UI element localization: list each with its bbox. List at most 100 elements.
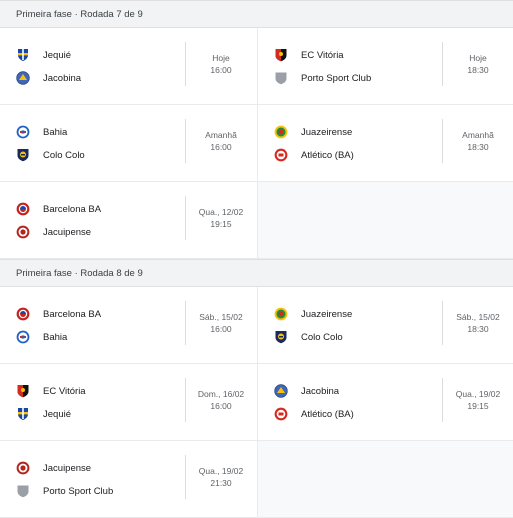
match-card[interactable]: Barcelona BA Jacuipense Qua., 12/02 19:15 — [0, 182, 257, 258]
round-header: Primeira fase · Rodada 7 de 9 — [0, 0, 513, 28]
match-teams: Jacuipense Porto Sport Club — [16, 457, 113, 502]
away-team: Colo Colo — [274, 326, 352, 348]
match-time: Hoje 18:30 — [443, 52, 513, 76]
bahia-crest-icon — [16, 330, 30, 344]
home-team-name: EC Vitória — [301, 49, 344, 61]
match-divider — [185, 119, 186, 163]
match-day: Dom., 16/02 — [197, 389, 245, 399]
match-card[interactable]: Jacuipense Porto Sport Club Qua., 19/02 21:… — [0, 441, 257, 517]
atletico-ba-crest-icon — [274, 148, 288, 162]
match-day: Hoje — [212, 53, 230, 63]
home-team: Jequié — [16, 44, 81, 66]
away-team: Jacuipense — [16, 221, 101, 243]
match-time: Amanhã 18:30 — [443, 129, 513, 153]
match-hour: 18:30 — [467, 324, 489, 334]
match-card[interactable]: Juazeirense Colo Colo Sáb., 15/02 18:30 — [258, 287, 513, 363]
match-divider — [442, 378, 443, 422]
match-teams: Jequié Jacobina — [16, 44, 81, 89]
home-team-name: Barcelona BA — [43, 308, 102, 320]
juazeirense-crest-icon — [274, 125, 288, 139]
match-day: Sáb., 15/02 — [456, 312, 500, 322]
match-teams: Barcelona BA Bahia — [16, 303, 101, 348]
match-time: Dom., 16/02 16:00 — [186, 388, 256, 412]
away-team-name: Colo Colo — [43, 149, 85, 161]
match-hour: 16:00 — [210, 401, 232, 411]
away-team-name: Colo Colo — [301, 331, 343, 343]
match-day: Qua., 19/02 — [455, 389, 501, 399]
away-team: Bahia — [16, 326, 101, 348]
match-time: Qua., 12/02 19:15 — [186, 206, 256, 230]
match-divider — [442, 42, 443, 86]
jequie-crest-icon — [16, 407, 30, 421]
home-team: Barcelona BA — [16, 198, 101, 220]
match-divider — [442, 119, 443, 163]
vitoria-crest-icon — [16, 384, 30, 398]
atletico-ba-crest-icon — [274, 407, 288, 421]
match-day: Amanhã — [462, 130, 494, 140]
home-team: EC Vitória — [274, 44, 371, 66]
jacuipense-crest-icon — [16, 461, 30, 475]
empty-cell — [258, 441, 513, 517]
match-card[interactable]: EC Vitória Porto Sport Club Hoje 18:30 — [258, 28, 513, 104]
match-hour: 16:00 — [210, 142, 232, 152]
match-teams: Barcelona BA Jacuipense — [16, 198, 101, 243]
home-team: Jacobina — [274, 380, 354, 402]
match-grid: Barcelona BA Bahia Sáb., 15/02 16:00 Juazeir… — [0, 287, 513, 518]
away-team: Porto Sport Club — [274, 67, 371, 89]
juazeirense-crest-icon — [274, 307, 288, 321]
home-team-name: Juazeirense — [301, 126, 353, 138]
match-card[interactable]: EC Vitória Jequié Dom., 16/02 16:00 — [0, 364, 257, 440]
porto-crest-icon — [274, 71, 288, 85]
porto-crest-icon — [16, 484, 30, 498]
home-team-name: Jequié — [43, 49, 71, 61]
match-time: Hoje 16:00 — [186, 52, 256, 76]
home-team: EC Vitória — [16, 380, 86, 402]
match-teams: EC Vitória Porto Sport Club — [274, 44, 371, 89]
match-card[interactable]: Juazeirense Atlético (BA) Amanhã 18:30 — [258, 105, 513, 181]
colo-colo-crest-icon — [16, 148, 30, 162]
match-hour: 16:00 — [210, 324, 232, 334]
away-team-name: Jequié — [43, 408, 71, 420]
home-team: Juazeirense — [274, 303, 352, 325]
match-time: Sáb., 15/02 16:00 — [186, 311, 256, 335]
match-card[interactable]: Jequié Jacobina Hoje 16:00 — [0, 28, 257, 104]
match-day: Sáb., 15/02 — [199, 312, 243, 322]
round-header: Primeira fase · Rodada 8 de 9 — [0, 259, 513, 287]
home-team: Juazeirense — [274, 121, 354, 143]
match-time: Sáb., 15/02 18:30 — [443, 311, 513, 335]
match-hour: 18:30 — [467, 65, 489, 75]
away-team-name: Porto Sport Club — [43, 485, 114, 497]
match-divider — [185, 301, 186, 345]
match-day: Amanhã — [205, 130, 237, 140]
match-day: Qua., 12/02 — [198, 207, 244, 217]
away-team: Jacobina — [16, 67, 81, 89]
match-hour: 19:15 — [467, 401, 489, 411]
match-card[interactable]: Jacobina Atlético (BA) Qua., 19/02 19:15 — [258, 364, 513, 440]
home-team: Jacuipense — [16, 457, 113, 479]
barcelona-ba-crest-icon — [16, 307, 30, 321]
away-team-name: Porto Sport Club — [301, 72, 372, 84]
match-time: Amanhã 16:00 — [186, 129, 256, 153]
match-time: Qua., 19/02 21:30 — [186, 465, 256, 489]
vitoria-crest-icon — [274, 48, 288, 62]
match-divider — [442, 301, 443, 345]
match-teams: Bahia Colo Colo — [16, 121, 85, 166]
match-hour: 19:15 — [210, 219, 232, 229]
away-team-name: Bahia — [43, 331, 68, 343]
match-divider — [185, 378, 186, 422]
match-hour: 16:00 — [210, 65, 232, 75]
match-teams: Juazeirense Colo Colo — [274, 303, 352, 348]
home-team: Barcelona BA — [16, 303, 101, 325]
match-divider — [185, 196, 186, 240]
away-team: Atlético (BA) — [274, 403, 354, 425]
home-team: Bahia — [16, 121, 85, 143]
away-team-name: Atlético (BA) — [301, 149, 354, 161]
match-grid: Jequié Jacobina Hoje 16:00 EC Vitória Porto S… — [0, 28, 513, 259]
match-divider — [185, 455, 186, 499]
match-time: Qua., 19/02 19:15 — [443, 388, 513, 412]
match-card[interactable]: Bahia Colo Colo Amanhã 16:00 — [0, 105, 257, 181]
match-card[interactable]: Barcelona BA Bahia Sáb., 15/02 16:00 — [0, 287, 257, 363]
barcelona-ba-crest-icon — [16, 202, 30, 216]
match-day: Qua., 19/02 — [198, 466, 244, 476]
